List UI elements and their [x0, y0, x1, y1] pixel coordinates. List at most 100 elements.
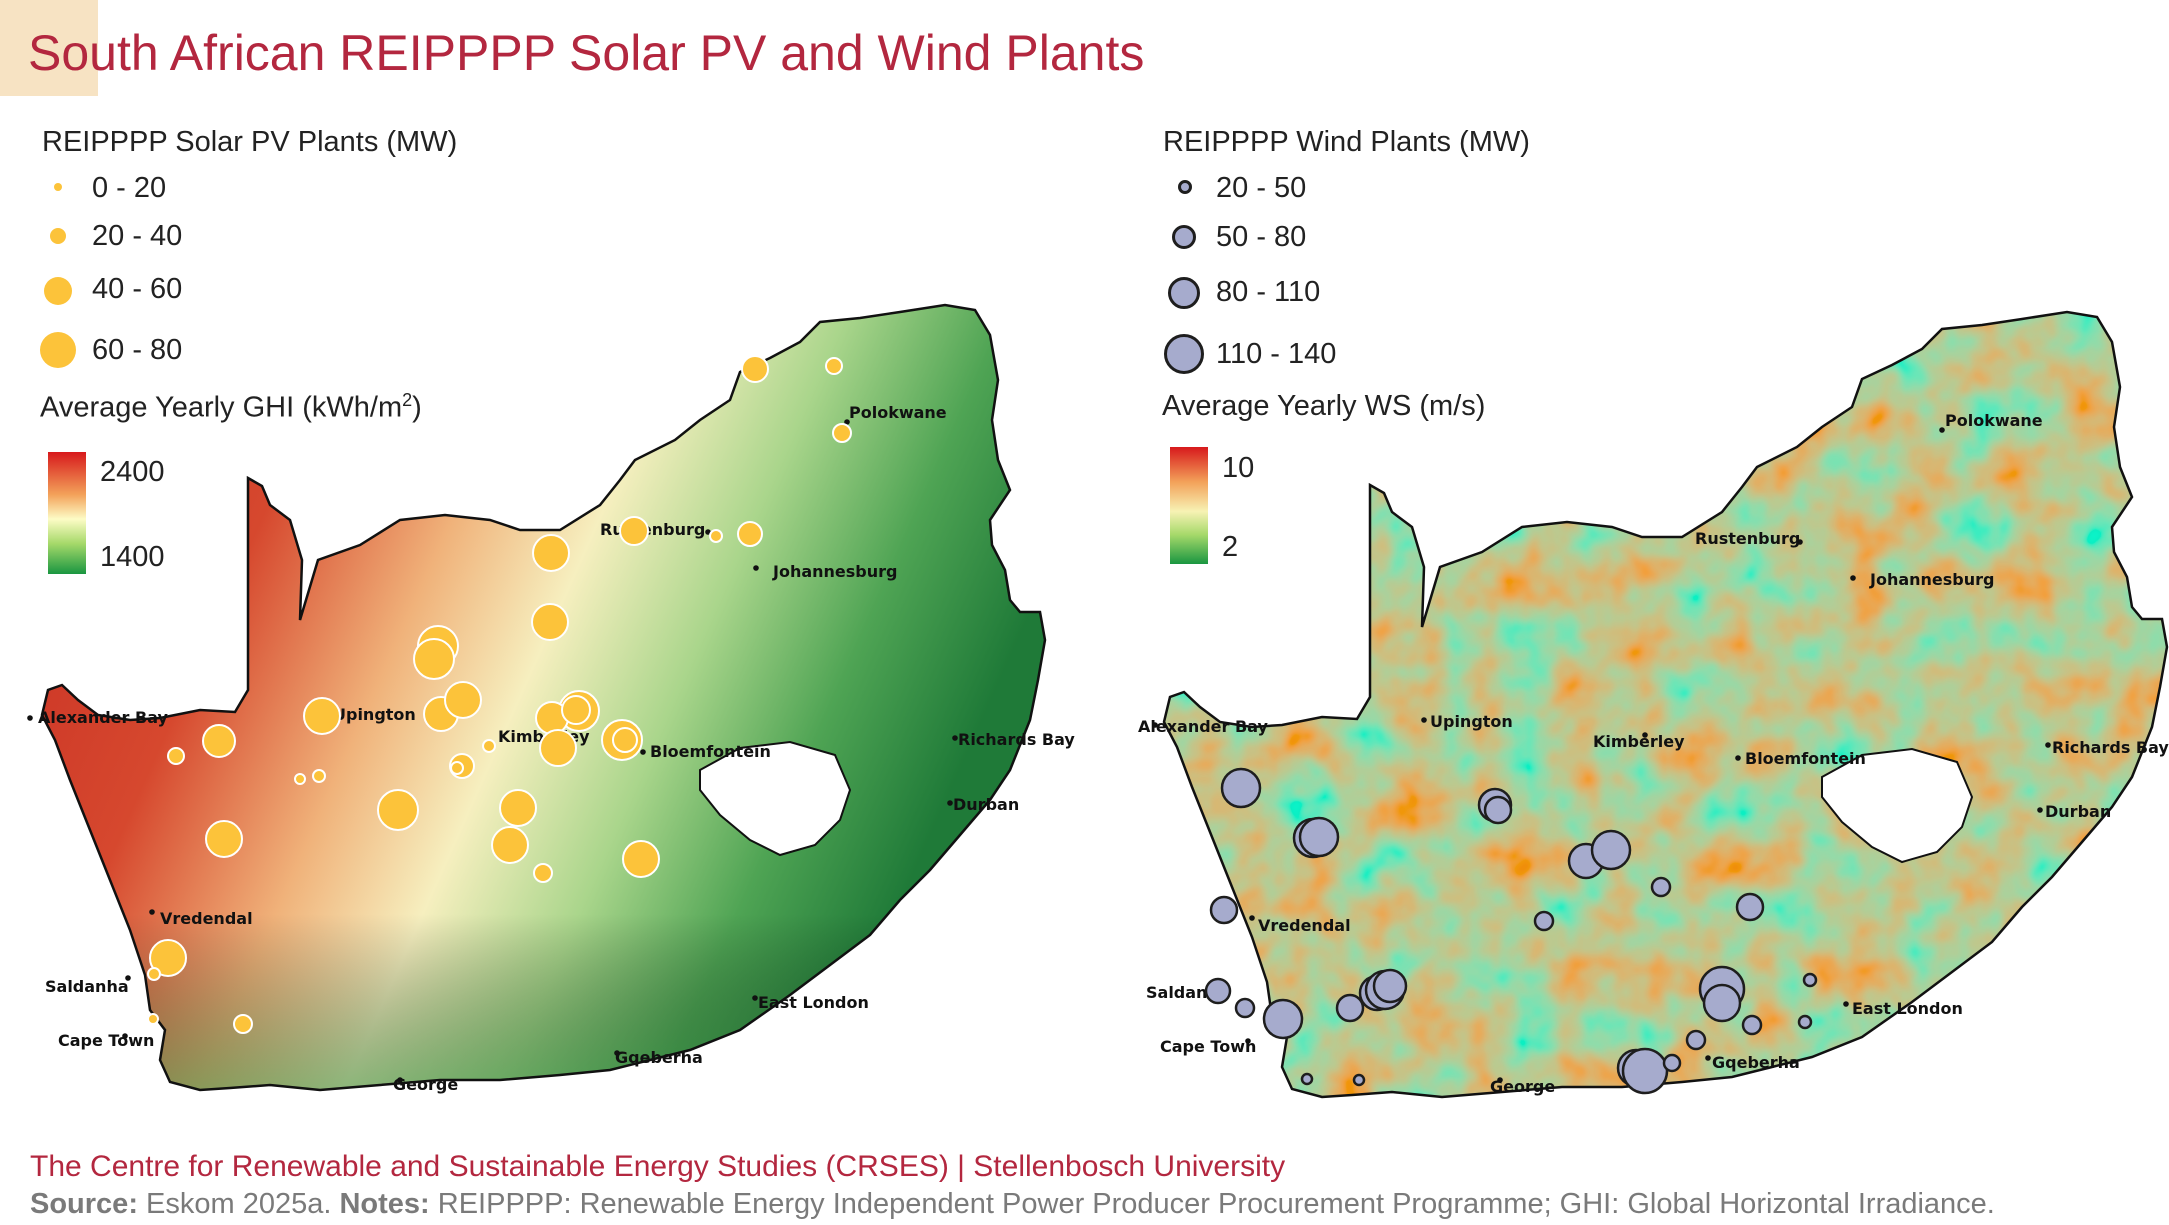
source-notes: Source: Eskom 2025a. Notes: REIPPPP: Ren…	[30, 1188, 1995, 1220]
city-marker	[844, 419, 850, 425]
solar-size-label-1: 0 - 20	[92, 172, 167, 204]
solar-plant-marker	[612, 727, 638, 753]
wind-plant-marker	[1300, 1072, 1314, 1086]
solar-plant-marker	[491, 826, 529, 864]
wind-plant-marker	[1662, 1053, 1682, 1073]
wind-size-label-3: 80 - 110	[1216, 276, 1321, 308]
city-label: Rustenburg	[1695, 529, 1800, 548]
solar-plant-marker	[167, 747, 185, 765]
wind-plant-marker	[1372, 968, 1408, 1004]
ws-max-label: 10	[1222, 452, 1255, 484]
solar-plant-marker	[450, 761, 464, 775]
city-marker	[1939, 427, 1945, 433]
ws-color-ramp	[1170, 447, 1208, 564]
wind-plant-marker	[1741, 1014, 1763, 1036]
city-label: Richards Bay	[2052, 738, 2169, 757]
city-marker	[149, 909, 155, 915]
wind-plant-marker	[1262, 998, 1304, 1040]
ghi-min-label: 1400	[100, 541, 165, 573]
solar-plant-marker	[149, 939, 187, 977]
wind-size-label-4: 110 - 140	[1216, 338, 1337, 370]
solar-plant-marker	[202, 724, 236, 758]
city-label: Johannesburg	[772, 562, 897, 581]
city-label: Vredendal	[160, 909, 253, 928]
solar-plant-marker	[532, 534, 570, 572]
solar-size-label-3: 40 - 60	[92, 273, 183, 305]
city-marker	[947, 800, 953, 806]
wind-plant-marker	[1483, 795, 1513, 825]
city-marker	[1705, 1055, 1711, 1061]
city-label: Durban	[2045, 802, 2111, 821]
city-label: Vredendal	[1258, 916, 1351, 935]
solar-plant-marker	[832, 423, 852, 443]
city-label: Upington	[333, 705, 416, 724]
city-label: Alexander Bay	[1138, 717, 1268, 736]
solar-plant-marker	[737, 521, 763, 547]
solar-plant-marker	[561, 695, 591, 725]
solar-plant-layer	[147, 355, 852, 1034]
solar-plant-marker	[622, 840, 660, 878]
wind-plant-layer	[1204, 767, 1818, 1095]
city-label: George	[393, 1075, 458, 1094]
solar-plant-marker	[499, 789, 537, 827]
solar-plant-marker	[147, 967, 161, 981]
city-marker	[1797, 539, 1803, 545]
city-marker	[1421, 717, 1427, 723]
city-label: Rustenburg	[600, 520, 705, 539]
city-marker	[27, 715, 33, 721]
city-marker	[705, 529, 711, 535]
city-marker	[753, 565, 759, 571]
wind-plant-marker	[1234, 997, 1256, 1019]
city-marker	[2045, 742, 2051, 748]
city-label: Bloemfontein	[650, 742, 771, 761]
solar-size-symbol-1	[54, 183, 62, 191]
city-label: Durban	[953, 795, 1019, 814]
city-marker	[952, 735, 958, 741]
city-marker	[122, 1033, 128, 1039]
solar-plant-marker	[709, 529, 723, 543]
wind-plant-marker	[1590, 829, 1632, 871]
city-label: East London	[1852, 999, 1963, 1018]
city-label: Polokwane	[849, 403, 947, 422]
ghi-color-ramp	[48, 452, 86, 574]
solar-size-label-2: 20 - 40	[92, 220, 183, 252]
wind-size-symbol-3	[1168, 277, 1200, 309]
solar-plant-marker	[741, 355, 769, 383]
wind-plant-marker	[1650, 876, 1672, 898]
wind-plant-marker	[1802, 972, 1818, 988]
city-marker	[125, 975, 131, 981]
city-marker	[1245, 1038, 1251, 1044]
wind-plant-marker	[1735, 892, 1765, 922]
city-marker	[2037, 807, 2043, 813]
wind-plants-legend-title: REIPPPP Wind Plants (MW)	[1163, 126, 1530, 158]
city-label: Alexander Bay	[38, 708, 168, 727]
solar-plant-marker	[303, 697, 341, 735]
wind-size-label-1: 20 - 50	[1216, 172, 1307, 204]
city-label: Bloemfontein	[1745, 749, 1866, 768]
wind-plant-marker	[1685, 1029, 1707, 1051]
wind-size-symbol-4	[1164, 334, 1204, 374]
city-label: Gqeberha	[615, 1048, 703, 1067]
solar-plant-marker	[294, 773, 306, 785]
solar-size-symbol-3	[44, 277, 72, 305]
city-label: George	[1490, 1077, 1555, 1096]
solar-plant-marker	[619, 516, 649, 546]
city-marker	[1497, 1077, 1503, 1083]
solar-plant-marker	[413, 638, 455, 680]
solar-size-symbol-4	[40, 332, 76, 368]
solar-plant-marker	[533, 863, 553, 883]
ws-min-label: 2	[1222, 531, 1239, 563]
ghi-legend-title: Average Yearly GHI (kWh/m2)	[40, 390, 422, 424]
city-marker	[1843, 1001, 1849, 1007]
wind-plant-marker	[1797, 1014, 1813, 1030]
wind-size-label-2: 50 - 80	[1216, 221, 1307, 253]
wind-plant-marker	[1702, 983, 1742, 1023]
ghi-max-label: 2400	[100, 456, 165, 488]
city-marker	[1642, 732, 1648, 738]
city-marker	[640, 749, 646, 755]
solar-plant-marker	[312, 769, 326, 783]
credit-line: The Centre for Renewable and Sustainable…	[30, 1150, 1286, 1183]
solar-plant-marker	[205, 820, 243, 858]
city-marker	[752, 995, 758, 1001]
